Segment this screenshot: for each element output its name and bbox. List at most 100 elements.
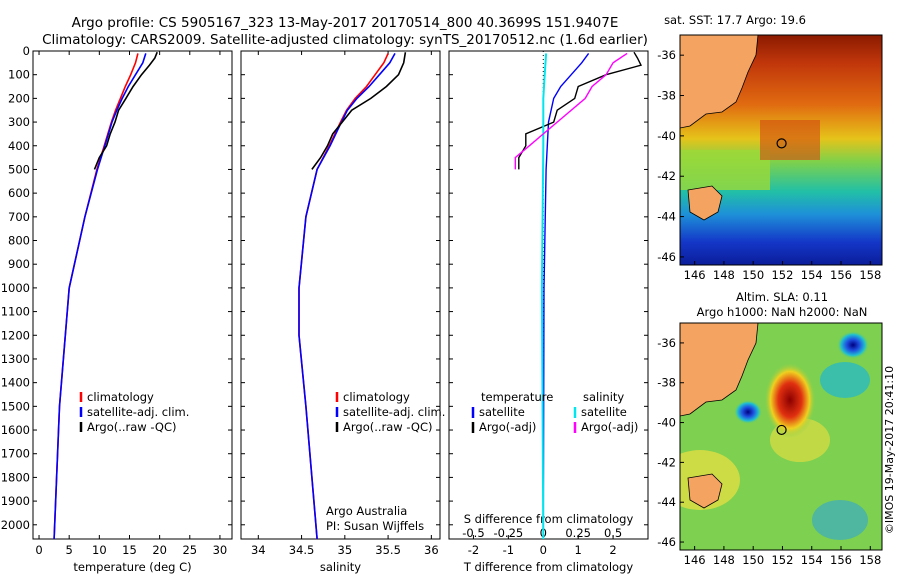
depth-tick-label: 2000 xyxy=(1,518,30,532)
lon-tick-label: 158 xyxy=(859,268,881,282)
lat-tick-label: -36 xyxy=(657,336,676,350)
lat-tick-label: -42 xyxy=(657,455,676,469)
lon-tick-label: 156 xyxy=(830,268,852,282)
legend-label-climatology: climatology xyxy=(87,390,154,404)
profile-panels: 0100200300400500600700800900100011001200… xyxy=(1,44,649,574)
sla-frame xyxy=(679,322,883,551)
lat-tick-label: -36 xyxy=(657,48,676,62)
diff-series-line-1 xyxy=(518,51,643,170)
x-tick-label: 30 xyxy=(213,543,228,557)
depth-tick-label: 200 xyxy=(8,91,30,105)
x-tick-label: 36 xyxy=(424,543,439,557)
lon-tick-label: 150 xyxy=(742,553,764,567)
lat-tick-label: -44 xyxy=(657,210,676,224)
t-axis-label: T difference from climatology xyxy=(463,560,634,574)
series-line-1 xyxy=(53,53,147,540)
depth-tick-label: 1900 xyxy=(1,494,30,508)
lon-tick-label: 158 xyxy=(859,553,881,567)
depth-tick-label: 1400 xyxy=(1,376,30,390)
depth-tick-label: 300 xyxy=(8,115,30,129)
depth-tick-label: 900 xyxy=(8,257,30,271)
x-tick-label: -1 xyxy=(503,543,514,557)
sst-frame xyxy=(679,34,883,266)
sst-land-tasmania xyxy=(687,185,723,221)
lon-tick-label: 152 xyxy=(771,553,793,567)
depth-tick-label: 800 xyxy=(8,234,30,248)
depth-tick-label: 1800 xyxy=(1,470,30,484)
sla-blob-4 xyxy=(812,500,868,540)
lon-tick-label: 146 xyxy=(684,268,706,282)
pi-label: PI: Susan Wijffels xyxy=(326,519,424,533)
sla-land-mainland xyxy=(680,323,759,417)
s-tick-label: -0.5 xyxy=(462,526,484,540)
legend-label-satellite: satellite-adj. clim. xyxy=(343,405,445,419)
credit-stamp: ©IMOS 19-May-2017 20:41:10 xyxy=(883,366,896,534)
header-line1: Argo profile: CS 5905167_323 13-May-2017… xyxy=(72,15,619,31)
sst-land-mainland xyxy=(680,35,759,129)
lon-tick-label: 146 xyxy=(684,553,706,567)
depth-tick-label: 400 xyxy=(8,139,30,153)
series-line-1 xyxy=(298,53,396,540)
sst-warm-tongue xyxy=(680,150,770,190)
depth-tick-label: 100 xyxy=(8,68,30,82)
legend-title-salinity: salinity xyxy=(583,390,624,404)
diff-series-line-0 xyxy=(542,52,590,540)
depth-tick-label: 1600 xyxy=(1,423,30,437)
x-tick-label: 34.5 xyxy=(289,543,315,557)
x-tick-label: 0 xyxy=(540,543,547,557)
lat-tick-label: -40 xyxy=(657,416,676,430)
lon-tick-label: 148 xyxy=(713,553,735,567)
sla-map: Altim. SLA: 0.11 Argo h1000: NaN h2000: … xyxy=(657,290,883,567)
sst-eddy xyxy=(760,120,820,160)
legend-label-satellite: satellite-adj. clim. xyxy=(87,405,189,419)
legend-label-argo: Argo(..raw -QC) xyxy=(87,420,177,434)
x-tick-label: 34 xyxy=(251,543,266,557)
x-tick-label: 2 xyxy=(609,543,616,557)
lat-tick-label: -46 xyxy=(657,535,676,549)
s-axis-label: S difference from climatology xyxy=(464,512,634,526)
s-tick-label: 0.5 xyxy=(604,526,622,540)
panel-temp: 0100200300400500600700800900100011001200… xyxy=(1,44,233,574)
legend-label-diff-3: Argo(-adj) xyxy=(581,420,638,434)
depth-tick-label: 1100 xyxy=(1,305,30,319)
sla-title-1: Altim. SLA: 0.11 xyxy=(736,290,828,304)
lat-tick-label: -46 xyxy=(657,250,676,264)
legend-label-diff-1: Argo(-adj) xyxy=(479,420,536,434)
panel-frame-sal xyxy=(240,50,441,540)
series-line-2 xyxy=(93,51,158,170)
panel-frame-temp xyxy=(32,50,233,540)
legend-title-temperature: temperature xyxy=(481,390,553,404)
legend-label-diff-0: satellite xyxy=(479,405,525,419)
panel-sal: 34 34.5 35 35.5 36 salinity climatologysatelli… xyxy=(240,50,445,574)
lon-tick-label: 148 xyxy=(713,268,735,282)
lon-tick-label: 152 xyxy=(771,268,793,282)
legend-label-diff-2: satellite xyxy=(581,405,627,419)
depth-tick-label: 0 xyxy=(23,44,30,58)
lon-tick-label: 154 xyxy=(801,268,823,282)
depth-tick-label: 700 xyxy=(8,210,30,224)
org-label: Argo Australia xyxy=(326,504,407,518)
diff-series-line-3 xyxy=(514,52,628,170)
header-line2: Climatology: CARS2009. Satellite-adjuste… xyxy=(42,32,648,48)
lat-tick-label: -40 xyxy=(657,129,676,143)
sla-high-eddy xyxy=(764,362,816,438)
sst-map-title: sat. SST: 17.7 Argo: 19.6 xyxy=(664,13,806,27)
legend-label-climatology: climatology xyxy=(343,390,410,404)
x-tick-label: 35.5 xyxy=(375,543,401,557)
legend-label-argo: Argo(..raw -QC) xyxy=(343,420,433,434)
x-tick-label: 10 xyxy=(92,543,107,557)
lon-tick-label: 156 xyxy=(830,553,852,567)
depth-tick-label: 500 xyxy=(8,162,30,176)
lat-tick-label: -42 xyxy=(657,169,676,183)
sla-blob-3 xyxy=(820,362,870,398)
depth-tick-label: 1500 xyxy=(1,399,30,413)
panel-diff: -2 -1 0 1 2-0.5 -0.25 0 0.25 0.5S difference fro… xyxy=(448,50,649,574)
depth-tick-label: 1200 xyxy=(1,328,30,342)
sla-low-eddy-1 xyxy=(734,400,762,424)
x-tick-label: 0 xyxy=(35,543,42,557)
lat-tick-label: -38 xyxy=(657,89,676,103)
sst-float-marker xyxy=(776,138,787,149)
